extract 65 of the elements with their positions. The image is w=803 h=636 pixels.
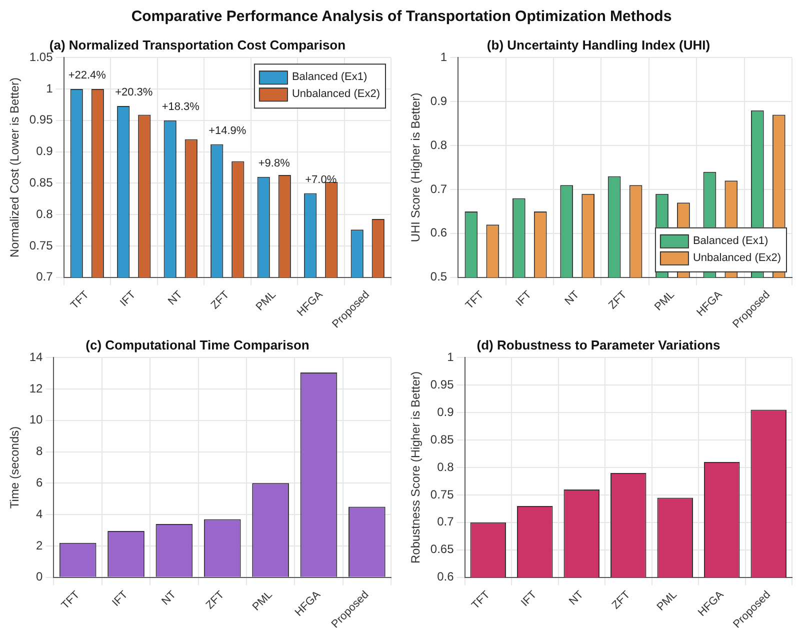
chart-title: (d) Robustness to Parameter Variations: [476, 337, 720, 352]
chart-title: (a) Normalized Transportation Cost Comparison: [49, 37, 346, 52]
annotation: +20.3%: [115, 86, 153, 98]
y-axis-title: Robustness Score (Higher is Better): [408, 371, 423, 564]
y-tick-label: 0.65: [430, 542, 454, 556]
y-tick-label: 0.8: [437, 460, 454, 474]
y-axis-title: Time (seconds): [8, 426, 22, 509]
y-tick-label: 4: [36, 506, 44, 521]
y-tick-label: 0.8: [36, 206, 54, 221]
x-tick-label: TFT: [463, 288, 486, 312]
y-tick-label: 8: [36, 444, 44, 458]
chart-title: (b) Uncertainty Handling Index (UHI): [486, 37, 710, 52]
x-tick-label: PML: [254, 288, 278, 314]
x-tick-label: IFT: [110, 588, 130, 609]
y-tick-label: 14: [29, 350, 44, 364]
y-tick-label: 0.9: [437, 404, 454, 419]
y-tick-label: 0.7: [437, 514, 454, 529]
x-tick-label: IFT: [514, 288, 534, 309]
annotation: +14.9%: [208, 124, 246, 137]
chart-title: (c) Computational Time Comparison: [86, 337, 310, 352]
y-tick-label: 0.7: [36, 270, 54, 284]
annotation: +18.3%: [162, 100, 200, 113]
x-tick-label: TFT: [470, 588, 493, 612]
y-axis-title: UHI Score (Higher is Better): [408, 92, 423, 242]
annotation: +22.4%: [68, 70, 106, 82]
x-tick-label: NT: [562, 288, 582, 308]
y-axis-title: Normalized Cost (Lower is Better): [8, 77, 22, 258]
y-tick-label: 0.7: [430, 182, 448, 196]
y-tick-label: 0.85: [430, 432, 454, 446]
y-tick-label: 10: [29, 412, 44, 427]
x-tick-label: NT: [166, 288, 186, 308]
y-tick-label: 1: [46, 81, 54, 96]
y-tick-label: 6: [36, 475, 44, 490]
x-tick-label: TFT: [68, 288, 92, 312]
y-tick-label: 0.95: [29, 112, 54, 127]
y-tick-label: 0.75: [430, 487, 454, 502]
x-tick-label: PML: [250, 588, 275, 614]
y-tick-label: 0.5: [430, 270, 448, 284]
legend-label: Balanced (Ex1): [692, 234, 768, 247]
y-tick-label: 1: [447, 350, 454, 364]
y-tick-label: 0.6: [430, 226, 448, 240]
legend-label: Unbalanced (Ex2): [692, 252, 782, 264]
annotation: +9.8%: [258, 157, 290, 170]
x-tick-label: NT: [160, 588, 179, 608]
x-tick-label: PML: [654, 588, 680, 614]
annotation: +7.0%: [305, 174, 337, 186]
y-tick-label: 0.95: [430, 377, 454, 392]
x-tick-label: NT: [567, 588, 586, 608]
text: Comparative Performance Analysis of Transportation Optimization Methods: [130, 7, 673, 27]
legend-label: Unbalanced (Ex2): [292, 88, 380, 100]
y-tick-label: 2: [36, 538, 44, 552]
x-tick-label: TFT: [59, 588, 82, 612]
y-tick-label: 0.75: [29, 238, 54, 252]
y-tick-label: 0.8: [430, 138, 448, 152]
y-tick-label: 0.9: [36, 144, 54, 158]
y-tick-label: 0.85: [29, 175, 54, 190]
x-tick-label: IFT: [518, 588, 540, 609]
x-tick-label: IFT: [118, 288, 138, 309]
y-tick-label: 1: [440, 50, 448, 64]
y-tick-label: 0.9: [430, 94, 448, 108]
x-tick-label: PML: [652, 288, 678, 314]
y-tick-label: 12: [29, 381, 44, 396]
legend-label: Balanced (Ex1): [292, 71, 368, 84]
y-tick-label: 0: [36, 570, 44, 584]
y-tick-label: 0.6: [437, 570, 454, 584]
